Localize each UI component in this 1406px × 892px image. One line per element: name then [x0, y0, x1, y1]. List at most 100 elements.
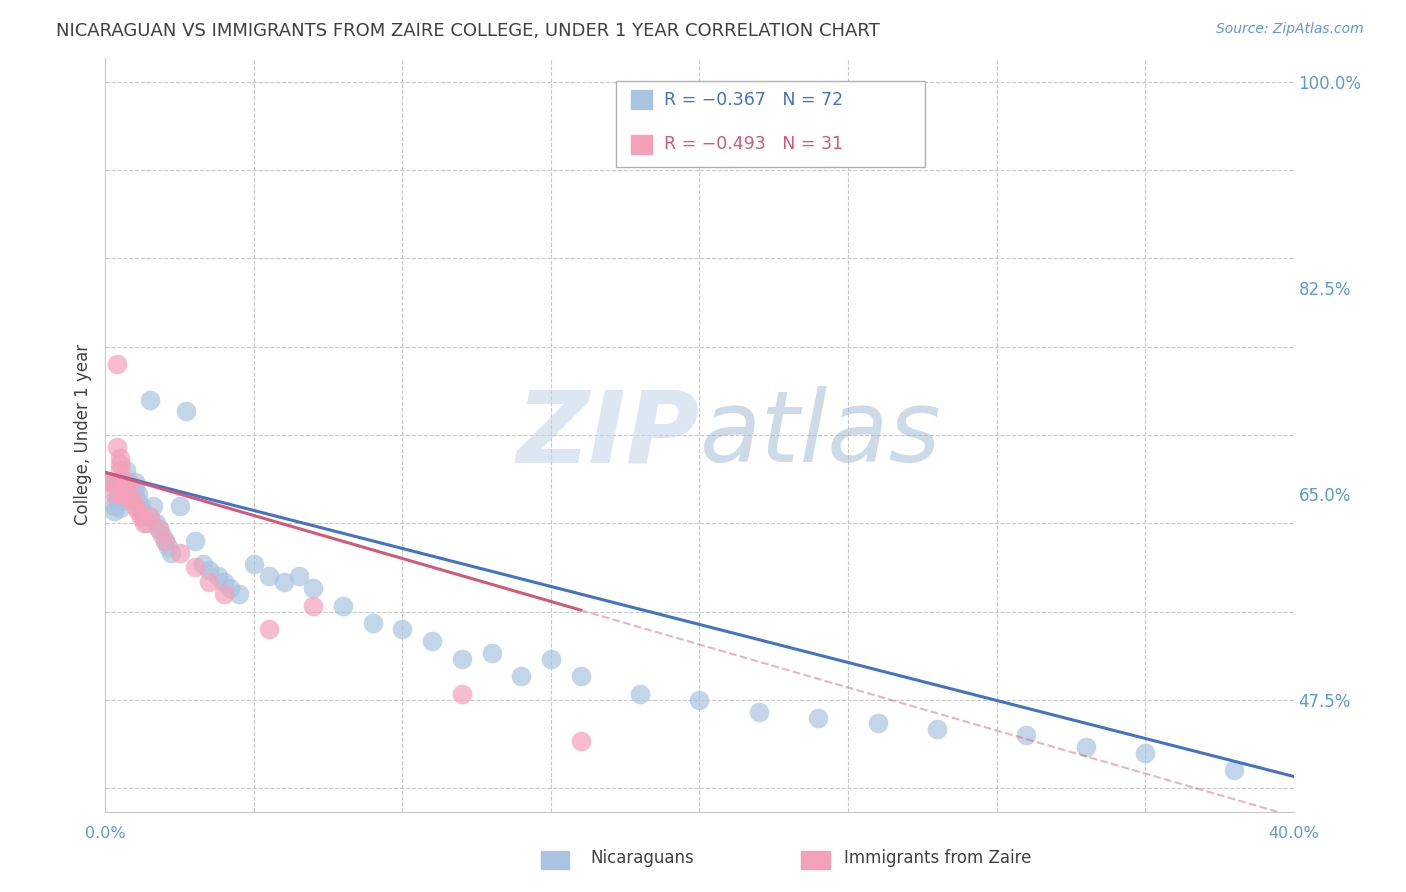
- Bar: [630, 135, 652, 153]
- Point: [183, 559, 205, 574]
- Point: [110, 463, 132, 477]
- Point: [145, 516, 167, 531]
- Point: [689, 693, 711, 707]
- Point: [1133, 746, 1156, 760]
- Point: [124, 499, 146, 513]
- Point: [115, 475, 138, 489]
- Point: [332, 599, 354, 613]
- Point: [121, 492, 143, 507]
- Text: 0.0%: 0.0%: [86, 826, 125, 841]
- Point: [110, 489, 132, 503]
- Point: [127, 487, 149, 501]
- Point: [193, 558, 215, 572]
- Point: [361, 616, 384, 631]
- Point: [219, 581, 242, 595]
- Point: [450, 687, 472, 701]
- Point: [127, 495, 149, 509]
- Point: [214, 575, 236, 590]
- Point: [110, 451, 132, 466]
- Text: ZIP: ZIP: [516, 386, 700, 483]
- Point: [391, 622, 413, 636]
- Point: [100, 475, 122, 489]
- Point: [105, 357, 128, 371]
- Point: [142, 499, 165, 513]
- Point: [139, 392, 162, 407]
- Point: [110, 481, 132, 495]
- Point: [159, 546, 181, 560]
- Text: R = −0.493   N = 31: R = −0.493 N = 31: [664, 136, 842, 153]
- Point: [257, 569, 280, 583]
- Point: [129, 504, 152, 518]
- Point: [110, 487, 132, 501]
- Point: [115, 481, 138, 495]
- Point: [1074, 739, 1097, 754]
- Point: [110, 500, 132, 515]
- Point: [243, 558, 266, 572]
- Text: R = −0.367   N = 72: R = −0.367 N = 72: [664, 91, 844, 109]
- Point: [1223, 764, 1246, 778]
- Point: [481, 646, 503, 660]
- Point: [214, 587, 236, 601]
- Point: [1015, 728, 1038, 742]
- Point: [115, 487, 138, 501]
- Point: [150, 528, 173, 542]
- Y-axis label: College, Under 1 year: College, Under 1 year: [73, 344, 91, 525]
- Point: [112, 487, 135, 501]
- Point: [124, 481, 146, 495]
- Point: [510, 669, 533, 683]
- Point: [121, 489, 143, 503]
- Point: [136, 516, 159, 531]
- Point: [569, 669, 592, 683]
- Point: [927, 723, 949, 737]
- Point: [103, 499, 125, 513]
- Point: [139, 510, 162, 524]
- Point: [112, 475, 135, 489]
- Point: [153, 533, 176, 548]
- Point: [257, 622, 280, 636]
- Point: [105, 440, 128, 454]
- Point: [118, 489, 141, 503]
- Point: [103, 487, 125, 501]
- Bar: [630, 90, 652, 109]
- Point: [139, 510, 162, 524]
- Point: [100, 475, 122, 489]
- Point: [124, 489, 146, 503]
- Point: [183, 533, 205, 548]
- Point: [127, 504, 149, 518]
- Point: [302, 599, 325, 613]
- Text: NICARAGUAN VS IMMIGRANTS FROM ZAIRE COLLEGE, UNDER 1 YEAR CORRELATION CHART: NICARAGUAN VS IMMIGRANTS FROM ZAIRE COLL…: [56, 22, 880, 40]
- FancyBboxPatch shape: [616, 80, 925, 168]
- Text: Immigrants from Zaire: Immigrants from Zaire: [844, 849, 1031, 867]
- Text: Source: ZipAtlas.com: Source: ZipAtlas.com: [1216, 22, 1364, 37]
- Point: [129, 510, 152, 524]
- Text: atlas: atlas: [700, 386, 941, 483]
- Point: [198, 575, 221, 590]
- Point: [748, 705, 770, 719]
- Point: [115, 475, 138, 489]
- Point: [169, 499, 191, 513]
- Point: [302, 581, 325, 595]
- Point: [112, 489, 135, 503]
- Point: [103, 504, 125, 518]
- Point: [129, 499, 152, 513]
- Point: [273, 575, 295, 590]
- Point: [112, 492, 135, 507]
- Point: [132, 516, 155, 531]
- Point: [287, 569, 309, 583]
- Point: [118, 475, 141, 489]
- Point: [105, 492, 128, 507]
- Point: [169, 546, 191, 560]
- Point: [115, 463, 138, 477]
- Point: [124, 475, 146, 489]
- Point: [148, 522, 170, 536]
- Point: [148, 522, 170, 536]
- Point: [112, 475, 135, 489]
- Point: [156, 540, 179, 554]
- Point: [174, 404, 197, 418]
- Point: [118, 487, 141, 501]
- Point: [118, 481, 141, 495]
- Point: [569, 734, 592, 748]
- Point: [807, 710, 830, 724]
- Point: [540, 651, 562, 665]
- Point: [105, 487, 128, 501]
